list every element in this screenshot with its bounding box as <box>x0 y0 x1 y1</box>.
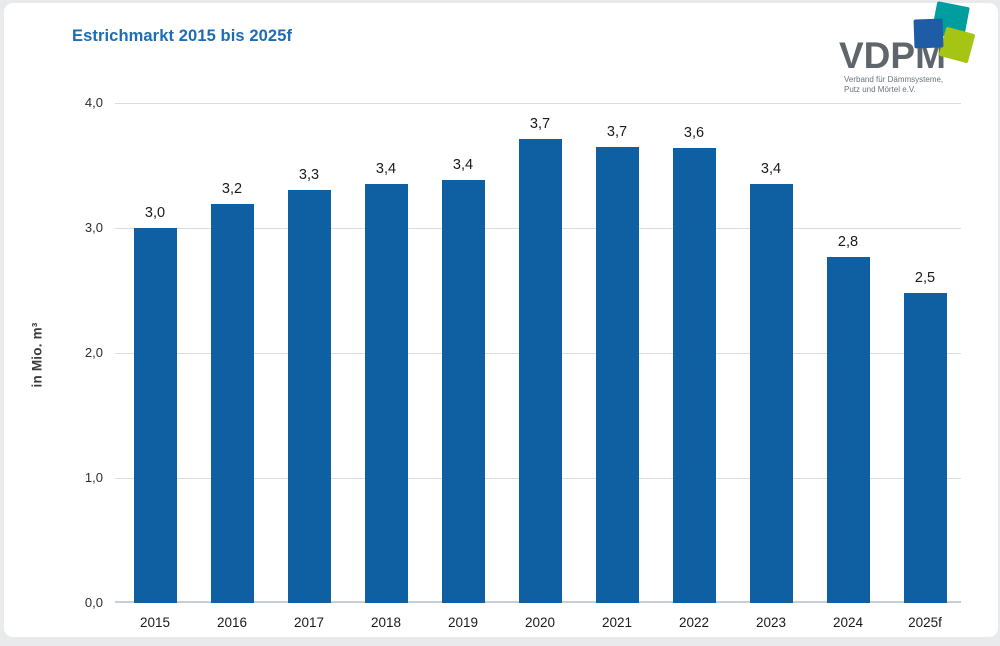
logo-square-blue-icon <box>913 18 944 49</box>
bar-2022 <box>672 148 716 603</box>
chart-title: Estrichmarkt 2015 bis 2025f <box>72 27 293 45</box>
x-axis-label: 2016 <box>216 615 248 630</box>
bar-value-label: 3,3 <box>298 167 320 183</box>
bar-value-label: 3,6 <box>683 125 705 141</box>
gridline <box>115 103 961 104</box>
y-tick-label: 1,0 <box>84 470 103 485</box>
bar-2023 <box>749 184 793 603</box>
bar-2024 <box>826 257 870 603</box>
bar-2019 <box>441 180 485 603</box>
x-axis-label: 2022 <box>678 615 710 630</box>
x-axis-label: 2018 <box>370 615 402 630</box>
bar-value-label: 3,7 <box>606 124 628 140</box>
bar-value-label: 3,2 <box>221 181 243 197</box>
x-axis-label: 2017 <box>293 615 325 630</box>
logo-subtitle-line2: Putz und Mörtel e.V. <box>844 85 916 94</box>
y-axis-title: in Mio. m³ <box>29 322 45 388</box>
vdpm-logo: VDPM Verband für Dämmsysteme, Putz und M… <box>830 1 990 98</box>
bar-value-label: 2,8 <box>837 234 859 250</box>
bar-2016 <box>210 204 254 603</box>
x-axis-label: 2023 <box>755 615 787 630</box>
x-axis-label: 2025f <box>908 615 942 630</box>
bar-2017 <box>287 190 331 603</box>
y-tick-label: 3,0 <box>84 220 103 235</box>
x-axis-label: 2021 <box>601 615 633 630</box>
x-axis-label: 2020 <box>524 615 556 630</box>
y-tick-label: 0,0 <box>84 595 103 610</box>
bar-2015 <box>133 228 177 603</box>
x-axis-label: 2015 <box>139 615 171 630</box>
bar-2025f <box>903 293 947 603</box>
bar-2018 <box>364 184 408 603</box>
bar-value-label: 3,0 <box>144 205 166 221</box>
bar-value-label: 3,4 <box>375 161 397 177</box>
logo-subtitle-line1: Verband für Dämmsysteme, <box>844 75 944 84</box>
y-tick-label: 4,0 <box>84 95 103 110</box>
bar-value-label: 2,5 <box>914 270 936 286</box>
plot-area: 4,0 3,0 2,0 1,0 0,0 3,0 2015 3,2 2016 3,3 2017 3,4 2… <box>85 95 961 630</box>
y-tick-label: 2,0 <box>84 345 103 360</box>
logo-subtitle: Verband für Dämmsysteme, Putz und Mörtel… <box>844 75 943 95</box>
bar-value-label: 3,4 <box>760 161 782 177</box>
bar-2021 <box>595 147 639 603</box>
x-axis-label: 2024 <box>832 615 864 630</box>
x-axis-label: 2019 <box>447 615 479 630</box>
bar-value-label: 3,4 <box>452 157 474 173</box>
bar-2020 <box>518 139 562 603</box>
bar-value-label: 3,7 <box>529 116 551 132</box>
chart-card: Estrichmarkt 2015 bis 2025f in Mio. m³ 4… <box>4 1 998 637</box>
